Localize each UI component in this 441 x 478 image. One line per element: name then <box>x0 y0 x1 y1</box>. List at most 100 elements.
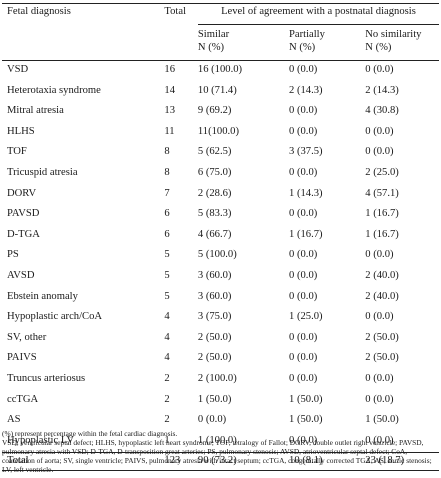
footnote-abbreviations: VSD, ventricular septal defect; HLHS, hy… <box>2 438 432 475</box>
cell-partially: 1 (25.0) <box>289 311 323 323</box>
cell-similar: 0 (0.0) <box>197 414 227 426</box>
table-row: AS 2 0 (0.0) 1 (50.0) 1 (50.0) <box>2 411 439 432</box>
cell-similar: 2 (50.0) <box>197 331 232 343</box>
cell-partially: 0 (0.0) <box>289 372 318 384</box>
cell-no-similarity: 2 (14.3) <box>365 84 399 96</box>
table-row: D-TGA 6 4 (66.7) 1 (16.7) 1 (16.7) <box>2 226 439 247</box>
cell-diagnosis: Tricuspid atresia <box>7 166 78 178</box>
cell-diagnosis: SV, other <box>7 331 47 343</box>
cell-no-similarity: 2 (40.0) <box>365 269 399 281</box>
table-row: Truncus arteriosus 2 2 (100.0) 0 (0.0) 0 (0.… <box>2 370 439 391</box>
cell-diagnosis: Ebstein anomaly <box>7 290 78 302</box>
cell-no-similarity: 2 (40.0) <box>365 290 399 302</box>
total-partially: 10 (8.1) <box>289 452 366 472</box>
table-row: PAVSD 6 5 (83.3) 0 (0.0) 1 (16.7) <box>2 205 439 226</box>
cell-total: 11 <box>164 125 175 137</box>
table-row: Tricuspid atresia 8 6 (75.0) 0 (0.0) 2 (25.0… <box>2 164 439 185</box>
cell-similar: 1 (100.0) <box>197 434 237 446</box>
table-row: Mitral atresia 13 9 (69.2) 0 (0.0) 4 (30.8) <box>2 102 439 123</box>
cell-no-similarity: 2 (50.0) <box>365 331 399 343</box>
header-row: Fetal diagnosis Total Level of agreement… <box>2 3 439 25</box>
cell-similar: 6 (75.0) <box>197 166 232 178</box>
subheader-no-similarity: No similarity N (%) <box>365 24 439 61</box>
cell-partially: 2 (14.3) <box>289 84 323 96</box>
cell-total: 6 <box>164 208 170 220</box>
footnote-percentage: (%) represent percentage within the feta… <box>2 429 178 438</box>
cell-similar: 2 (28.6) <box>197 187 232 199</box>
cell-similar: 5 (100.0) <box>197 249 237 261</box>
cell-similar: 1 (50.0) <box>197 393 232 405</box>
cell-partially: 0 (0.0) <box>289 434 318 446</box>
cell-similar: 5 (83.3) <box>197 208 232 220</box>
total-count: 123 <box>164 452 198 472</box>
cell-diagnosis: Mitral atresia <box>7 105 64 117</box>
cell-diagnosis: HLHS <box>7 125 35 137</box>
cell-total: 1 <box>164 434 170 446</box>
cell-no-similarity: 0 (0.0) <box>365 372 394 384</box>
cell-diagnosis: PAVSD <box>7 208 40 220</box>
cell-diagnosis: PS <box>7 249 19 261</box>
cell-partially: 0 (0.0) <box>289 269 318 281</box>
cell-similar: 9 (69.2) <box>197 105 232 117</box>
cell-no-similarity: 2 (50.0) <box>365 352 399 364</box>
cell-diagnosis: VSD <box>2 59 165 82</box>
cell-diagnosis: D-TGA <box>7 228 40 240</box>
cell-partially: 1 (50.0) <box>289 414 323 426</box>
subheader-row: Similar N (%) Partially N (%) No similar… <box>2 24 439 61</box>
cell-total: 4 <box>164 331 170 343</box>
header-fetal-diagnosis: Fetal diagnosis <box>2 3 165 25</box>
cell-diagnosis: AVSD <box>7 269 35 281</box>
cell-total: 4 <box>164 352 170 364</box>
cell-diagnosis: Truncus arteriosus <box>7 372 86 384</box>
cell-partially: 0 (0.0) <box>289 125 318 137</box>
cell-total: 6 <box>164 228 170 240</box>
cell-similar: 2 (50.0) <box>197 352 232 364</box>
table-row: HLHS 11 11(100.0) 0 (0.0) 0 (0.0) <box>2 123 439 144</box>
cell-similar: 5 (62.5) <box>197 146 232 158</box>
table-row: Ebstein anomaly 5 3 (60.0) 0 (0.0) 2 (40.0) <box>2 288 439 309</box>
table-row: PS 5 5 (100.0) 0 (0.0) 0 (0.0) <box>2 246 439 267</box>
table-row: Hypoplastic LV 1 1 (100.0) 0 (0.0) 0 (0.0) <box>2 432 439 453</box>
cell-total: 5 <box>164 249 170 261</box>
cell-total: 2 <box>164 414 170 426</box>
cell-similar: 4 (66.7) <box>197 228 232 240</box>
cell-diagnosis: Hypoplastic arch/CoA <box>7 311 103 323</box>
cell-diagnosis: ccTGA <box>7 393 39 405</box>
table-row: TOF 8 5 (62.5) 3 (37.5) 0 (0.0) <box>2 143 439 164</box>
table-row: Heterotaxia syndrome 14 10 (71.4) 2 (14.3) 2… <box>2 82 439 103</box>
cell-no-similarity: 1 (16.7) <box>365 228 399 240</box>
cell-partially: 3 (37.5) <box>289 146 323 158</box>
cell-diagnosis: Heterotaxia syndrome <box>7 84 101 96</box>
cell-total: 5 <box>164 269 170 281</box>
cell-no-similarity: 0 (0.0) <box>365 146 394 158</box>
header-total: Total <box>164 3 198 25</box>
cell-partially: 1 (14.3) <box>289 187 323 199</box>
cell-partially: 1 (50.0) <box>289 393 323 405</box>
subheader-partially: Partially N (%) <box>289 24 366 61</box>
cell-total: 5 <box>164 290 170 302</box>
cell-similar: 16 (100.0) <box>197 59 290 82</box>
header-agreement-group: Level of agreement with a postnatal diag… <box>197 3 439 25</box>
cell-partially: 0 (0.0) <box>289 208 318 220</box>
table-row: Hypoplastic arch/CoA 4 3 (75.0) 1 (25.0) 0 (… <box>2 308 439 329</box>
cell-total: 13 <box>164 105 175 117</box>
table-row: ccTGA 2 1 (50.0) 1 (50.0) 0 (0.0) <box>2 391 439 412</box>
cell-total: 16 <box>164 59 198 82</box>
cell-total: 8 <box>164 166 170 178</box>
cell-similar: 2 (100.0) <box>197 372 237 384</box>
cell-total: 2 <box>164 372 170 384</box>
cell-no-similarity: 0 (0.0) <box>365 434 394 446</box>
cell-similar: 3 (60.0) <box>197 269 232 281</box>
agreement-table: Fetal diagnosis Total Level of agreement… <box>2 3 439 472</box>
total-no-similarity: 23 (18.7) <box>365 452 439 472</box>
cell-diagnosis: Hypoplastic LV <box>7 434 74 446</box>
cell-total: 4 <box>164 311 170 323</box>
cell-partially: 1 (16.7) <box>289 228 323 240</box>
table-row: AVSD 5 3 (60.0) 0 (0.0) 2 (40.0) <box>2 267 439 288</box>
cell-total: 14 <box>164 84 175 96</box>
cell-diagnosis: TOF <box>7 146 27 158</box>
cell-partially: 0 (0.0) <box>289 249 318 261</box>
cell-no-similarity: 4 (57.1) <box>365 187 399 199</box>
cell-similar: 10 (71.4) <box>197 84 237 96</box>
